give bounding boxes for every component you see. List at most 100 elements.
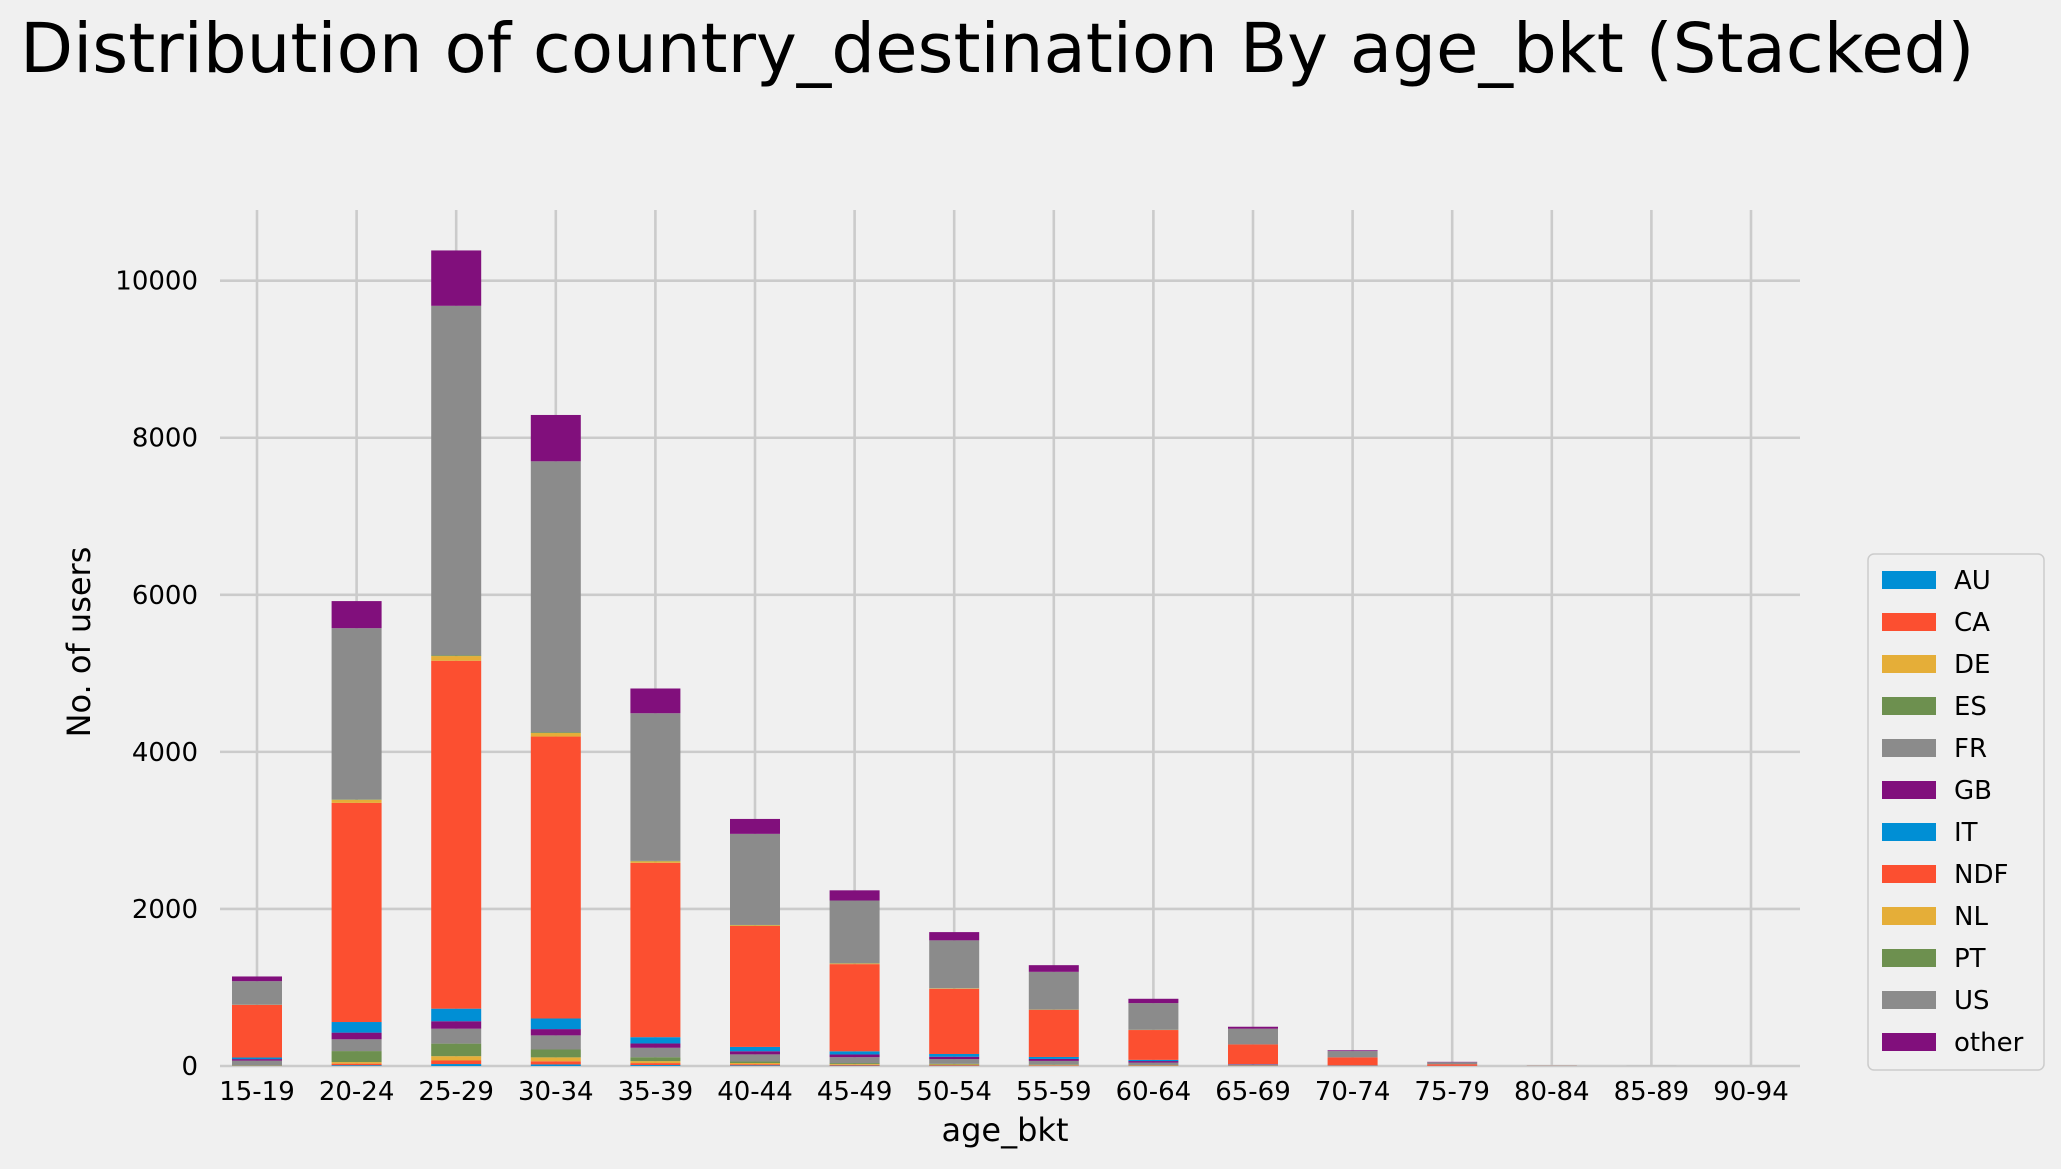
- legend-swatch: [1882, 1033, 1936, 1051]
- bar-segment-IT: [1128, 1059, 1179, 1062]
- bar-segment-NDF: [1427, 1064, 1478, 1066]
- bar-segment-NDF: [1327, 1057, 1378, 1066]
- bar-segment-IT: [1028, 1056, 1079, 1059]
- bar-segment-GB: [829, 1054, 880, 1058]
- y-tick-label: 4000: [132, 738, 198, 768]
- bar-segment-NDF: [431, 660, 482, 1009]
- bar-segment-CA: [630, 1063, 681, 1066]
- legend-label: other: [1954, 1028, 2024, 1058]
- bar-segment-other: [431, 250, 482, 306]
- bar-segment-NL: [630, 861, 681, 863]
- bar-segment-US: [1128, 1003, 1179, 1030]
- legend-swatch: [1882, 613, 1936, 631]
- bar-segment-FR: [630, 1047, 681, 1058]
- x-tick-label: 50-54: [916, 1077, 992, 1107]
- bar-segment-FR: [929, 1059, 980, 1064]
- bar-segment-IT: [530, 1018, 581, 1030]
- legend-swatch: [1882, 655, 1936, 673]
- bar-segment-DE: [431, 1056, 482, 1061]
- bar-segment-GB: [1028, 1058, 1079, 1061]
- bar-segment-DE: [630, 1061, 681, 1064]
- bar-segment-US: [1427, 1062, 1478, 1065]
- bar-segment-FR: [1028, 1060, 1079, 1065]
- bar-segment-ES: [431, 1043, 482, 1057]
- bar-segment-US: [530, 461, 581, 733]
- bar-segment-GB: [431, 1021, 482, 1029]
- bar-segment-NDF: [232, 1004, 282, 1058]
- bar-segment-CA: [331, 1063, 382, 1066]
- x-axis-label: age_bkt: [942, 1111, 1069, 1149]
- bar-segment-PT: [431, 655, 482, 657]
- bar-segment-NDF: [1228, 1044, 1278, 1065]
- bar-segment-ES: [929, 1063, 980, 1065]
- bar-segment-IT: [331, 1022, 382, 1033]
- y-tick-label: 8000: [132, 424, 198, 454]
- bar-segment-other: [331, 601, 382, 629]
- x-tick-label: 70-74: [1315, 1077, 1391, 1107]
- bar-segment-NL: [730, 925, 780, 926]
- legend-swatch: [1882, 991, 1936, 1009]
- bar-segment-CA: [431, 1060, 482, 1065]
- bar-segment-AU: [431, 1064, 482, 1066]
- bar-segment-IT: [730, 1046, 780, 1052]
- bar-segment-other: [1028, 965, 1079, 972]
- legend-label: FR: [1954, 734, 1987, 764]
- bar-segment-other: [530, 414, 581, 462]
- bar-segment-ES: [530, 1049, 581, 1058]
- bar-segment-other: [929, 932, 980, 941]
- legend-label: GB: [1954, 776, 1992, 806]
- bars-layer: [232, 250, 1677, 1066]
- bar-segment-NL: [331, 799, 382, 803]
- bar-segment-US: [232, 981, 282, 1005]
- x-tick-label: 15-19: [219, 1077, 295, 1107]
- bar-segment-NDF: [929, 988, 980, 1054]
- bar-segment-US: [929, 940, 980, 989]
- y-tick-label: 10000: [115, 267, 198, 297]
- y-tick-label: 6000: [132, 581, 198, 611]
- bar-segment-AU: [530, 1064, 581, 1066]
- bar-segment-other: [630, 688, 681, 714]
- bar-segment-AU: [331, 1065, 382, 1066]
- bar-segment-GB: [232, 1059, 282, 1061]
- bar-segment-DE: [829, 1064, 880, 1065]
- bar-segment-CA: [929, 1065, 980, 1066]
- bar-segment-other: [1327, 1050, 1378, 1052]
- bar-segment-US: [730, 833, 780, 925]
- bar-segment-other: [1228, 1026, 1278, 1029]
- bar-segment-GB: [730, 1051, 780, 1055]
- bar-segment-CA: [730, 1064, 780, 1066]
- y-axis-label: No. of users: [60, 547, 98, 738]
- y-tick-label: 0: [181, 1052, 198, 1082]
- legend-swatch: [1882, 823, 1936, 841]
- chart-title: Distribution of country_destination By a…: [20, 9, 1974, 89]
- bar-segment-NDF: [630, 862, 681, 1038]
- legend-label: IT: [1954, 818, 1978, 848]
- legend-swatch: [1882, 697, 1936, 715]
- x-tick-label: 85-89: [1614, 1077, 1690, 1107]
- bar-segment-NDF: [730, 925, 780, 1047]
- bar-segment-FR: [431, 1028, 482, 1044]
- bar-segment-NDF: [829, 964, 880, 1052]
- bar-segment-NL: [829, 963, 880, 965]
- bar-segment-IT: [630, 1037, 681, 1044]
- bar-segment-GB: [929, 1056, 980, 1060]
- x-tick-label: 30-34: [518, 1077, 594, 1107]
- bar-segment-US: [1028, 971, 1079, 1010]
- bar-segment-US: [431, 305, 482, 656]
- bar-segment-FR: [1128, 1062, 1179, 1065]
- legend-label: NL: [1954, 902, 1988, 932]
- grid-layer: [220, 210, 1800, 1068]
- legend-swatch: [1882, 907, 1936, 925]
- legend-label: NDF: [1954, 860, 2008, 890]
- x-tick-label: 55-59: [1016, 1077, 1092, 1107]
- x-tick-label: 75-79: [1414, 1077, 1490, 1107]
- x-tick-label: 60-64: [1116, 1077, 1192, 1107]
- bar-segment-IT: [929, 1053, 980, 1057]
- bar-segment-PT: [530, 732, 581, 734]
- legend-label: AU: [1954, 566, 1991, 596]
- x-tick-label: 90-94: [1713, 1077, 1789, 1107]
- x-tick-label: 65-69: [1215, 1077, 1291, 1107]
- x-tick-label: 25-29: [418, 1077, 494, 1107]
- bar-segment-NL: [530, 733, 581, 737]
